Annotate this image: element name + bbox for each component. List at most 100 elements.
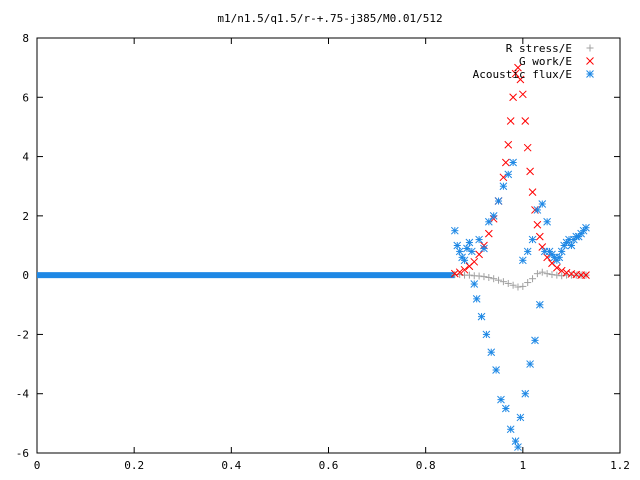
- g-work-point: [543, 253, 551, 262]
- y-tick-label: -2: [16, 328, 29, 341]
- chart-title: m1/n1.5/q1.5/r-+.75-j385/M0.01/512: [217, 12, 442, 25]
- acoustic-flux-point: [516, 413, 525, 422]
- acoustic-flux-point: [455, 247, 464, 256]
- x-tick-label: 0: [34, 459, 41, 472]
- r-stress-point: [465, 271, 473, 279]
- r-stress-point: [553, 271, 561, 279]
- r-stress-point: [543, 270, 551, 278]
- acoustic-flux-point: [567, 241, 576, 250]
- g-work-point: [511, 69, 520, 78]
- acoustic-flux-point: [494, 197, 503, 205]
- g-work-point: [455, 268, 464, 277]
- series-1: [450, 63, 590, 279]
- acoustic-flux-point: [528, 235, 537, 244]
- x-tick-label: 0.6: [319, 459, 339, 472]
- r-stress-point: [524, 279, 532, 287]
- data-points: [37, 63, 590, 451]
- acoustic-flux-point: [467, 247, 476, 256]
- r-stress-point: [538, 268, 546, 276]
- g-work-point: [552, 263, 561, 272]
- x-tick-label: 1: [520, 459, 527, 472]
- acoustic-flux-point: [504, 170, 513, 179]
- acoustic-flux-point: [477, 312, 486, 321]
- r-stress-point: [548, 271, 556, 279]
- acoustic-flux-point: [533, 206, 542, 214]
- r-stress-point: [509, 281, 517, 289]
- plot-frame: [36, 37, 621, 454]
- acoustic-flux-point: [555, 253, 564, 262]
- acoustic-flux-point: [484, 217, 493, 226]
- r-stress-point: [475, 272, 483, 280]
- acoustic-flux-point: [506, 425, 515, 434]
- r-stress-point: [529, 275, 537, 283]
- acoustic-flux-point: [511, 437, 520, 445]
- g-work-point: [521, 117, 530, 125]
- g-work-point: [484, 229, 493, 238]
- legend-label: Acoustic flux/E: [473, 68, 572, 81]
- g-work-point: [562, 268, 571, 277]
- x-tick-label: 1.2: [610, 459, 630, 472]
- g-work-point: [528, 188, 537, 196]
- acoustic-flux-point: [523, 247, 532, 256]
- g-work-point: [535, 232, 544, 241]
- y-tick-label: 4: [22, 151, 29, 164]
- legend-marker: [586, 44, 594, 52]
- flux-zero-band: [37, 272, 455, 279]
- acoustic-flux-point: [557, 247, 566, 256]
- y-tick-label: 8: [22, 32, 29, 45]
- acoustic-flux-point: [489, 212, 498, 220]
- acoustic-flux-point: [531, 336, 539, 345]
- acoustic-flux-point: [543, 217, 551, 226]
- legend-label: R stress/E: [506, 42, 572, 55]
- g-work-point: [499, 173, 508, 182]
- g-work-point: [460, 265, 469, 274]
- r-stress-point: [495, 276, 503, 284]
- acoustic-flux-point: [460, 256, 469, 265]
- acoustic-flux-point: [453, 241, 462, 250]
- r-stress-point: [533, 270, 541, 278]
- acoustic-flux-point: [509, 158, 517, 167]
- acoustic-flux-point: [521, 389, 530, 398]
- acoustic-flux-point: [501, 404, 510, 413]
- acoustic-flux-point: [475, 235, 483, 244]
- acoustic-flux-point: [470, 280, 479, 288]
- g-work-point: [533, 220, 542, 229]
- y-tick-label: 6: [22, 91, 29, 104]
- g-work-point: [506, 117, 515, 125]
- legend-marker: [586, 70, 594, 78]
- y-tick-label: -4: [16, 388, 30, 401]
- acoustic-flux-point: [518, 256, 527, 265]
- acoustic-flux-point: [465, 238, 474, 247]
- x-tick-label: 0.8: [416, 459, 436, 472]
- y-tick-label: 2: [22, 210, 29, 223]
- g-work-point: [526, 167, 534, 176]
- acoustic-flux-point: [492, 366, 500, 374]
- r-stress-point: [480, 273, 488, 281]
- r-stress-point: [504, 279, 512, 287]
- acoustic-flux-point: [535, 300, 544, 309]
- r-stress-point: [514, 283, 522, 291]
- legend-label: G work/E: [519, 55, 572, 68]
- series-2: [450, 158, 590, 451]
- acoustic-flux-point: [450, 226, 459, 235]
- r-stress-point: [499, 278, 507, 286]
- g-work-point: [514, 63, 522, 72]
- r-stress-point: [490, 275, 498, 283]
- g-work-point: [475, 250, 483, 259]
- g-work-point: [518, 90, 527, 99]
- y-tick-label: -6: [16, 447, 29, 460]
- g-work-point: [509, 93, 517, 102]
- acoustic-flux-point: [472, 295, 481, 303]
- axis-ticks: 0 0.2 0.4 0.6 0.8 1 1.2 -6 -4 -2 0 2 4 6 8: [16, 32, 630, 472]
- acoustic-flux-point: [514, 443, 522, 451]
- legend-marker: [586, 57, 594, 65]
- g-work-point: [504, 140, 513, 149]
- g-work-point: [516, 75, 525, 84]
- acoustic-flux-point: [538, 200, 547, 208]
- r-stress-point: [519, 282, 527, 290]
- r-stress-point: [485, 274, 493, 282]
- acoustic-flux-point: [482, 330, 491, 339]
- g-work-point: [523, 143, 532, 152]
